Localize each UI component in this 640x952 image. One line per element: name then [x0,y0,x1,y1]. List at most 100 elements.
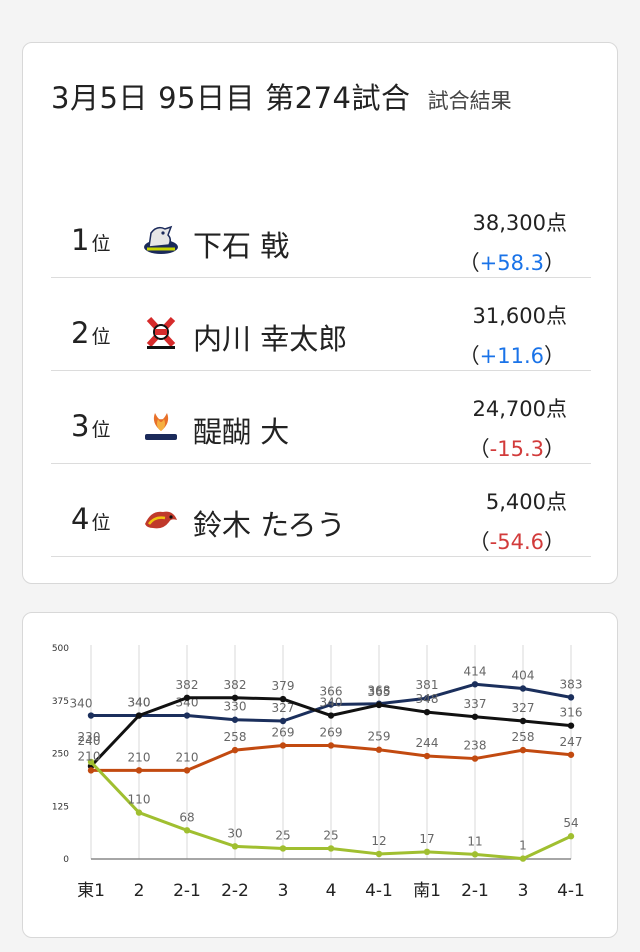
data-label: 348 [416,692,439,706]
score-delta: （-54.6） [468,530,565,554]
x-tick-label: 2-1 [173,881,201,901]
data-point [519,717,527,725]
data-label: 269 [320,725,343,739]
final-points: 5,400点 [485,490,567,514]
x-tick-label: 3 [518,881,529,901]
data-point [471,851,479,858]
data-label: 368 [368,684,391,698]
data-point [279,695,287,703]
data-point [471,681,479,688]
data-label: 110 [128,793,151,807]
data-label: 327 [272,701,295,715]
x-tick-label: 4 [326,881,337,901]
x-tick-label: 2 [134,881,145,901]
x-tick-label: 4-1 [557,881,585,901]
data-point [327,742,335,749]
y-tick-label: 375 [52,697,69,707]
score-delta: （-15.3） [468,437,565,461]
data-point [375,850,383,858]
data-label: 247 [560,735,583,749]
data-label: 365 [368,685,391,699]
data-point [279,717,287,725]
data-point [423,752,431,760]
data-point [423,695,431,702]
data-point [231,843,239,850]
data-point [327,845,335,852]
data-point [87,758,95,766]
data-point [87,767,95,774]
header-game-number: 第274試合 [265,81,411,115]
data-label: 259 [368,730,391,744]
y-tick-label: 250 [52,750,69,760]
score-delta: （+11.6） [458,344,565,368]
data-point [519,685,527,692]
data-label: 327 [512,701,535,715]
player-name: 下石 戟 [193,229,290,263]
data-label: 382 [176,678,199,692]
data-label: 340 [128,696,151,710]
data-point [567,833,575,840]
data-point [87,712,95,719]
data-label: 381 [416,678,439,692]
fu-rinkazan-logo-icon [146,316,176,349]
data-point [567,751,575,758]
x-tick-label: 東1 [77,881,105,901]
data-point [567,722,575,729]
data-label: 244 [416,736,439,750]
data-point [183,767,191,774]
data-point [183,712,191,719]
x-tick-label: 2-2 [221,881,249,901]
data-label: 25 [323,828,338,842]
data-point [567,694,575,701]
data-point [231,716,239,723]
final-points: 38,300点 [472,211,567,235]
player-name: 醍醐 大 [193,415,290,449]
score-delta: （+58.3） [458,251,565,275]
data-label: 238 [464,739,487,753]
header-subtitle: 試合結果 [427,89,512,113]
data-label: 25 [275,828,290,842]
horse-team-logo-icon [144,225,178,254]
data-label: 404 [512,669,535,683]
data-point [519,746,527,754]
data-point [231,746,239,754]
player-name: 内川 幸太郎 [193,322,348,356]
data-point [135,767,143,774]
data-point [471,755,479,762]
data-point [519,855,527,862]
data-point [471,713,479,720]
data-label: 340 [70,697,93,711]
data-point [375,701,383,709]
x-tick-label: 4-1 [365,881,393,901]
data-label: 383 [560,677,583,691]
data-label: 258 [224,730,247,744]
final-points: 31,600点 [472,304,567,328]
data-label: 54 [563,816,578,830]
score-chart-card: 0 125 250 375 500 東1 2 2-1 2-2 3 4 4-1 南1 2-1 3 4-1 340 3… [22,612,618,938]
header-day: 95日目 [158,81,255,115]
player-name: 鈴木 たろう [193,508,346,542]
y-tick-label: 0 [63,855,69,865]
x-tick-label: 2-1 [461,881,489,901]
data-label: 258 [512,730,535,744]
data-label: 210 [176,750,199,764]
x-tick-label: 3 [278,881,289,901]
data-point [375,746,383,753]
data-label: 30 [227,826,242,840]
data-label: 269 [272,725,295,739]
data-label: 340 [320,696,343,710]
final-points: 24,700点 [472,397,567,421]
data-point [327,712,335,719]
data-point [231,694,239,701]
data-label: 230 [78,730,101,744]
data-label: 240 [78,734,101,748]
